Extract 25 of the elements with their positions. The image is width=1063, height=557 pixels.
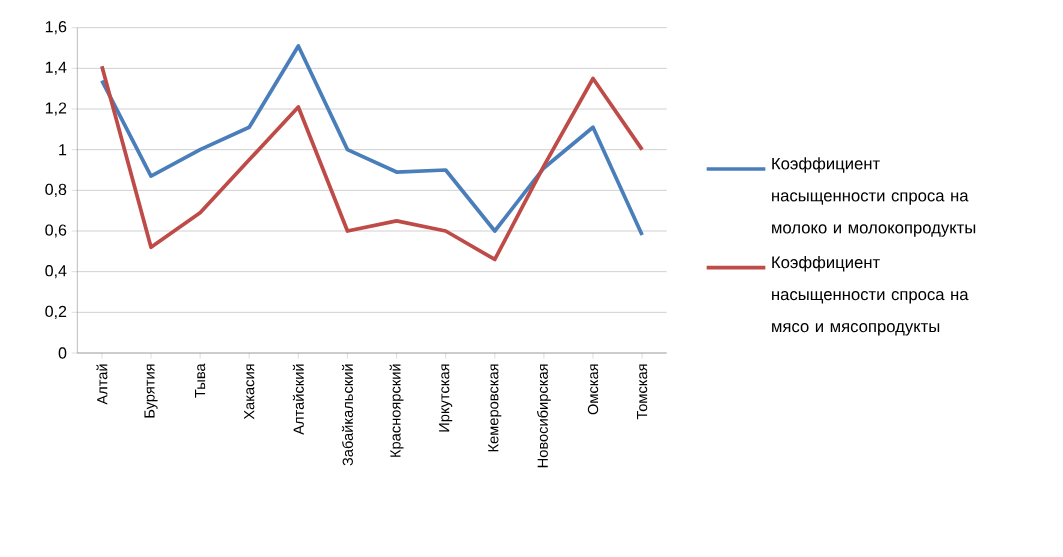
y-tick-label: 1 <box>59 144 67 156</box>
x-tick-label: Красноярский <box>389 364 404 457</box>
x-tick-label: Бурятия <box>144 364 158 418</box>
x-tick-label: Иркутская <box>439 364 453 432</box>
y-tick-label: 1,6 <box>45 21 67 35</box>
line-series <box>100 44 644 237</box>
y-tick-label: 0 <box>58 347 67 359</box>
x-tick-label: Томская <box>637 364 648 420</box>
legend-label: Коэффициент насыщенности спроса на мясо и мясопродукты <box>772 255 969 336</box>
y-tick-label: 0,6 <box>45 224 67 238</box>
y-tick-label: 1,2 <box>45 102 67 116</box>
y-tick-label: 1,4 <box>45 61 67 75</box>
y-tick-label: 0,4 <box>45 265 67 279</box>
x-tick-label: Кемеровская <box>488 364 502 452</box>
y-tick-label: 0,2 <box>45 305 67 319</box>
y-tick-label: 0,8 <box>45 183 67 197</box>
x-tick-label: Забайкальский <box>341 364 353 466</box>
x-tick-label: Алтай <box>96 364 108 405</box>
line-series <box>100 64 644 262</box>
x-tick-label: Хакасия <box>244 364 255 420</box>
x-tick-label: Новосибирская <box>537 364 551 468</box>
legend-label: Коэффициент насыщенности спроса на молоко и молокопродукты <box>772 157 976 237</box>
x-tick-label: Алтайский <box>292 364 304 435</box>
x-tick-label: Омская <box>587 364 599 415</box>
x-tick-label: Тыва <box>195 363 206 398</box>
